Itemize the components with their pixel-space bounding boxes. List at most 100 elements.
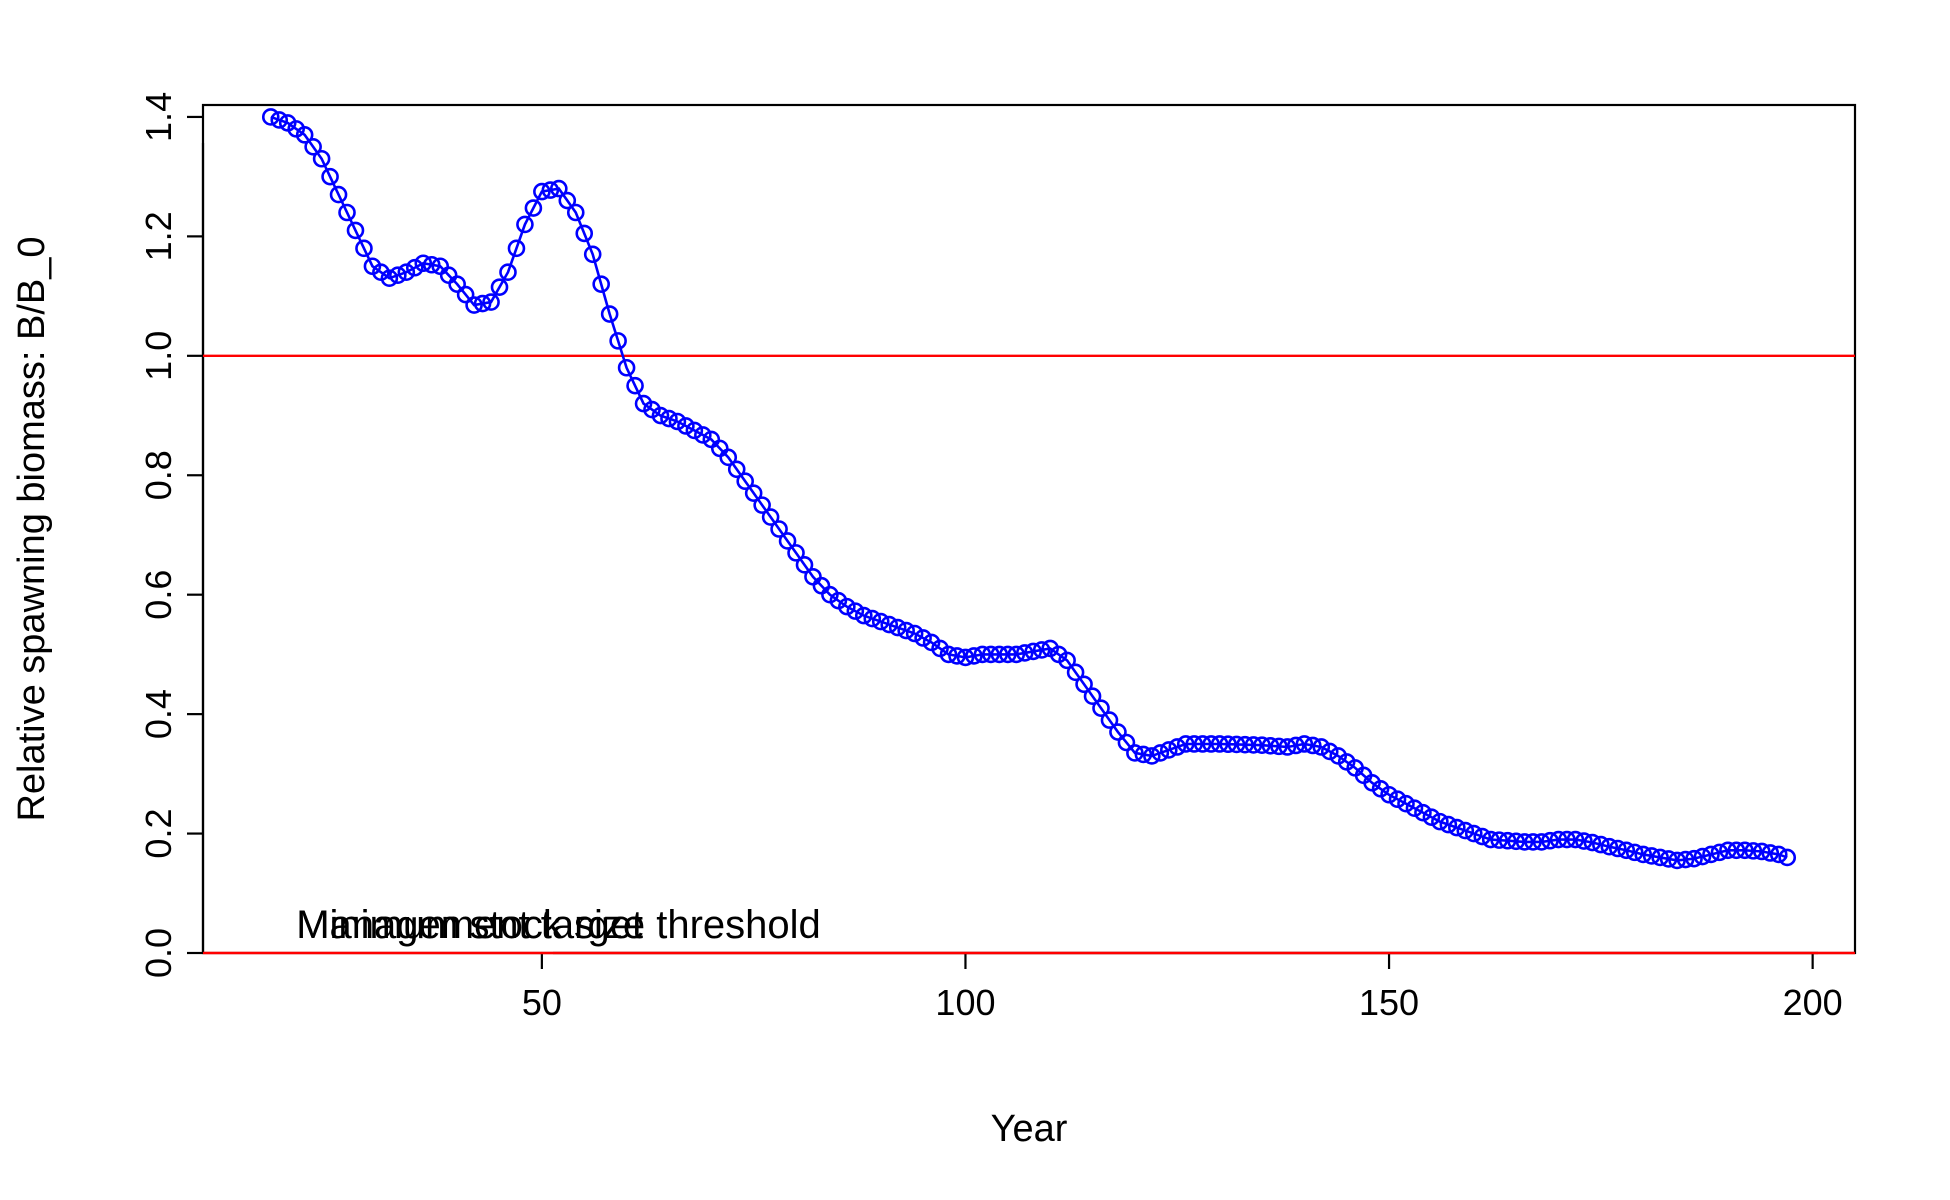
data-point (1295, 735, 1314, 753)
data-point (956, 648, 975, 667)
data-point (626, 376, 644, 395)
data-point (694, 426, 712, 444)
data-point (1287, 736, 1305, 755)
data-point (1753, 842, 1771, 861)
data-point (1473, 827, 1492, 846)
data-point (422, 255, 441, 274)
reference-lines (203, 354, 1855, 955)
data-point (389, 266, 407, 284)
data-point (405, 258, 424, 277)
data-point (1176, 735, 1195, 753)
data-point (1244, 736, 1263, 754)
data-point (1498, 831, 1517, 850)
data-point (1490, 831, 1508, 849)
y-tick-label: 0.4 (138, 689, 179, 739)
y-axis-title: Relative spawning biomass: B/B_0 (11, 236, 53, 821)
data-point (1380, 785, 1398, 804)
data-point (761, 508, 780, 526)
data-point (660, 409, 678, 428)
annotation-label: Minimum stock size threshold (296, 903, 821, 947)
data-point (1439, 815, 1458, 834)
data-point (1270, 737, 1288, 756)
data-point (863, 609, 882, 628)
data-point (312, 149, 331, 168)
data-point (888, 618, 907, 637)
x-axis-ticks: 50 100 150 200 (522, 953, 1843, 1023)
data-point (1431, 812, 1449, 831)
x-tick-label: 150 (1359, 982, 1419, 1023)
x-axis-title: Year (991, 1108, 1068, 1150)
data-point (1092, 699, 1110, 717)
data-point (778, 532, 797, 550)
data-point (566, 203, 585, 222)
y-tick-label: 0.8 (138, 450, 179, 500)
data-point (1710, 843, 1729, 862)
data-point (380, 269, 399, 287)
data-point (1515, 833, 1534, 851)
data-point (465, 296, 483, 314)
data-point (338, 203, 356, 222)
data-point (1397, 794, 1415, 813)
data-point (1541, 831, 1559, 850)
data-point (355, 239, 373, 258)
data-point (456, 285, 475, 304)
data-point (736, 472, 754, 491)
data-point (1126, 744, 1144, 762)
data-point (609, 332, 627, 350)
data-point (1558, 830, 1576, 849)
y-tick-label: 1.2 (138, 211, 179, 261)
data-point (871, 612, 890, 631)
data-point (719, 448, 738, 467)
x-tick-label: 100 (935, 982, 995, 1023)
data-point (448, 275, 466, 293)
data-point (1736, 841, 1754, 860)
data-point (295, 126, 314, 144)
data-point (1388, 790, 1407, 809)
data-point (1693, 847, 1712, 866)
data-point (558, 191, 577, 210)
data-point (1405, 799, 1424, 817)
data-point (1058, 651, 1076, 670)
data-point (1032, 641, 1051, 659)
data-point (787, 544, 805, 562)
data-point (1532, 833, 1551, 851)
data-point (795, 556, 814, 574)
data-point (1481, 830, 1500, 849)
data-point (524, 199, 543, 217)
data-point (1261, 736, 1280, 755)
data-point (1066, 663, 1085, 682)
data-point (507, 239, 526, 258)
data-point (516, 215, 534, 234)
data-point (1109, 723, 1127, 741)
data-point (1015, 644, 1034, 662)
data-point (1592, 835, 1610, 854)
data-point (575, 224, 594, 243)
x-tick-label: 50 (522, 982, 562, 1023)
data-point (1143, 747, 1161, 765)
y-tick-label: 0.0 (138, 928, 179, 978)
data-point (482, 293, 500, 311)
data-point (473, 294, 492, 313)
y-axis-ticks: 0.0 0.2 0.4 0.6 0.8 1.0 1.2 1.4 (138, 92, 203, 978)
data-point (854, 606, 873, 625)
data-point (329, 185, 348, 204)
data-point (1769, 845, 1788, 864)
data-point (583, 245, 602, 264)
data-point (1464, 824, 1483, 843)
data-point (1761, 844, 1780, 862)
data-point (1253, 736, 1271, 754)
data-point (1312, 738, 1331, 756)
data-point (1642, 847, 1661, 865)
y-tick-label: 0.6 (138, 570, 179, 620)
data-point (905, 624, 924, 643)
data-point (727, 460, 746, 479)
y-tick-label: 0.2 (138, 809, 179, 859)
data-point (1575, 832, 1593, 850)
series-layer (261, 108, 1797, 870)
data-point (1151, 744, 1170, 762)
y-tick-label: 1.0 (138, 331, 179, 381)
data-point (1219, 735, 1237, 754)
